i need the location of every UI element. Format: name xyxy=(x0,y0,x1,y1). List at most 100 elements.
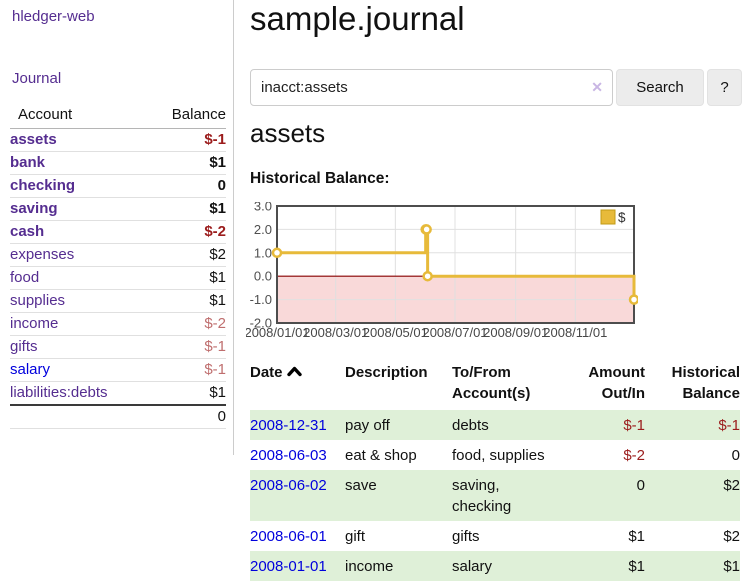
svg-text:2008/09/01: 2008/09/01 xyxy=(483,325,548,340)
svg-text:0.0: 0.0 xyxy=(254,269,272,284)
account-balance: $1 xyxy=(148,266,226,290)
account-link-bank[interactable]: bank xyxy=(10,154,46,171)
transaction-date-link[interactable]: 2008-12-31 xyxy=(250,416,327,434)
transaction-row: 2008-06-03 eat & shop food, supplies $-2… xyxy=(250,440,740,470)
svg-text:-2.0: -2.0 xyxy=(250,316,272,331)
help-button[interactable]: ? xyxy=(707,69,742,106)
sidebar: hledger-web Journal Account Balance asse… xyxy=(0,0,234,455)
account-row: gifts $-1 xyxy=(10,335,226,359)
account-row: assets $-1 xyxy=(10,128,226,152)
svg-text:3.0: 3.0 xyxy=(254,202,272,214)
transaction-accounts: food, supplies xyxy=(452,446,545,464)
transaction-accounts: debts xyxy=(452,410,560,440)
svg-text:2008/03/01: 2008/03/01 xyxy=(303,325,368,340)
svg-text:1.0: 1.0 xyxy=(254,245,272,260)
column-header-accounts: To/From Account(s) xyxy=(452,364,531,402)
accounts-total-value: 0 xyxy=(148,404,226,429)
account-balance: $2 xyxy=(148,243,226,267)
column-header-description: Description xyxy=(345,364,428,381)
transaction-description: income xyxy=(345,551,452,581)
account-link-liabilities-debts[interactable]: liabilities:debts xyxy=(10,384,108,401)
transaction-accounts: saving, checking xyxy=(452,470,560,521)
transaction-description: gift xyxy=(345,527,366,545)
transaction-balance: $2 xyxy=(723,527,740,545)
svg-text:2008/11/01: 2008/11/01 xyxy=(543,325,607,340)
account-link-gifts[interactable]: gifts xyxy=(10,338,38,355)
account-link-food[interactable]: food xyxy=(10,269,40,286)
brand-link[interactable]: hledger-web xyxy=(12,8,95,25)
transaction-date-link[interactable]: 2008-06-02 xyxy=(250,476,327,494)
account-link-checking[interactable]: checking xyxy=(10,177,76,194)
transaction-amount: $1 xyxy=(560,551,645,581)
sidebar-item-journal[interactable]: Journal xyxy=(12,70,62,87)
svg-text:2008/01/01: 2008/01/01 xyxy=(246,325,310,340)
account-link-supplies[interactable]: supplies xyxy=(10,292,66,309)
account-link-cash[interactable]: cash xyxy=(10,223,45,240)
account-balance: $1 xyxy=(148,289,226,313)
account-row: expenses $2 xyxy=(10,243,226,267)
account-balance: $-2 xyxy=(148,312,226,336)
svg-text:2008/05/01: 2008/05/01 xyxy=(363,325,428,340)
account-row: income $-2 xyxy=(10,312,226,336)
account-row: food $1 xyxy=(10,266,226,290)
accounts-table: Account Balance assets $-1 bank $1 check… xyxy=(10,103,226,429)
account-link-salary[interactable]: salary xyxy=(10,361,51,378)
accounts-header-row: Account Balance xyxy=(10,103,226,129)
account-link-assets[interactable]: assets xyxy=(10,131,57,148)
transaction-amount: $-2 xyxy=(623,446,645,464)
account-balance: $1 xyxy=(148,151,226,175)
transaction-row: 2008-01-01 income salary $1 $1 xyxy=(250,551,740,581)
account-link-income[interactable]: income xyxy=(10,315,59,332)
account-balance: 0 xyxy=(148,174,226,198)
accounts-total-row: 0 xyxy=(10,404,226,429)
transaction-row: 2008-06-01 gift gifts $1 $2 xyxy=(250,521,740,551)
account-balance: $-2 xyxy=(148,220,226,244)
transaction-date-link[interactable]: 2008-06-01 xyxy=(250,527,327,545)
account-row: liabilities:debts $1 xyxy=(10,381,226,406)
transaction-description: pay off xyxy=(345,410,452,440)
register-header-row: Date Description To/From Account(s) Amou… xyxy=(250,358,740,410)
historical-balance-chart: $3.0 2.0 1.0 0.0 -1.0 -2.02008/01/012008/03/0… xyxy=(246,202,638,340)
account-balance: $-1 xyxy=(148,128,226,152)
transaction-accounts: salary xyxy=(452,551,560,581)
column-header-balance: Historical Balance xyxy=(671,364,740,402)
transaction-date-link[interactable]: 2008-06-03 xyxy=(250,446,327,464)
transaction-row: 2008-12-31 pay off debts $-1 $-1 xyxy=(250,410,740,440)
transaction-amount: $-1 xyxy=(560,410,645,440)
search-button[interactable]: Search xyxy=(616,69,704,106)
account-row: checking 0 xyxy=(10,174,226,198)
page-title: sample.journal xyxy=(250,0,465,37)
column-header-date[interactable]: Date xyxy=(250,358,345,410)
transaction-balance: 0 xyxy=(731,446,740,464)
transaction-accounts: gifts xyxy=(452,527,480,545)
transaction-date-link[interactable]: 2008-01-01 xyxy=(250,557,327,575)
account-row: supplies $1 xyxy=(10,289,226,313)
register-table: Date Description To/From Account(s) Amou… xyxy=(250,358,740,581)
account-balance: $1 xyxy=(148,381,226,406)
transaction-amount: $1 xyxy=(628,527,645,545)
svg-text:2008/07/01: 2008/07/01 xyxy=(422,325,487,340)
account-link-expenses[interactable]: expenses xyxy=(10,246,75,263)
account-balance: $-1 xyxy=(148,335,226,359)
clear-search-icon[interactable]: ✕ xyxy=(591,79,603,95)
transaction-balance: $-1 xyxy=(645,410,740,440)
chart-title: Historical Balance: xyxy=(250,170,390,187)
svg-text:$: $ xyxy=(618,210,626,225)
account-row: salary $-1 xyxy=(10,358,226,382)
account-row: cash $-2 xyxy=(10,220,226,244)
date-header-label: Date xyxy=(250,364,283,381)
register-account-heading: assets xyxy=(250,118,326,148)
sort-ascending-icon xyxy=(286,362,302,383)
account-row: saving $1 xyxy=(10,197,226,221)
transaction-description: eat & shop xyxy=(345,446,417,464)
accounts-header-account: Account xyxy=(10,103,149,129)
svg-text:2.0: 2.0 xyxy=(254,222,272,237)
svg-text:-1.0: -1.0 xyxy=(250,292,272,307)
account-row: bank $1 xyxy=(10,151,226,175)
search-input[interactable] xyxy=(250,69,613,106)
transaction-description: save xyxy=(345,470,452,521)
account-balance: $1 xyxy=(148,197,226,221)
account-link-saving[interactable]: saving xyxy=(10,200,58,217)
transaction-amount: 0 xyxy=(560,470,645,521)
